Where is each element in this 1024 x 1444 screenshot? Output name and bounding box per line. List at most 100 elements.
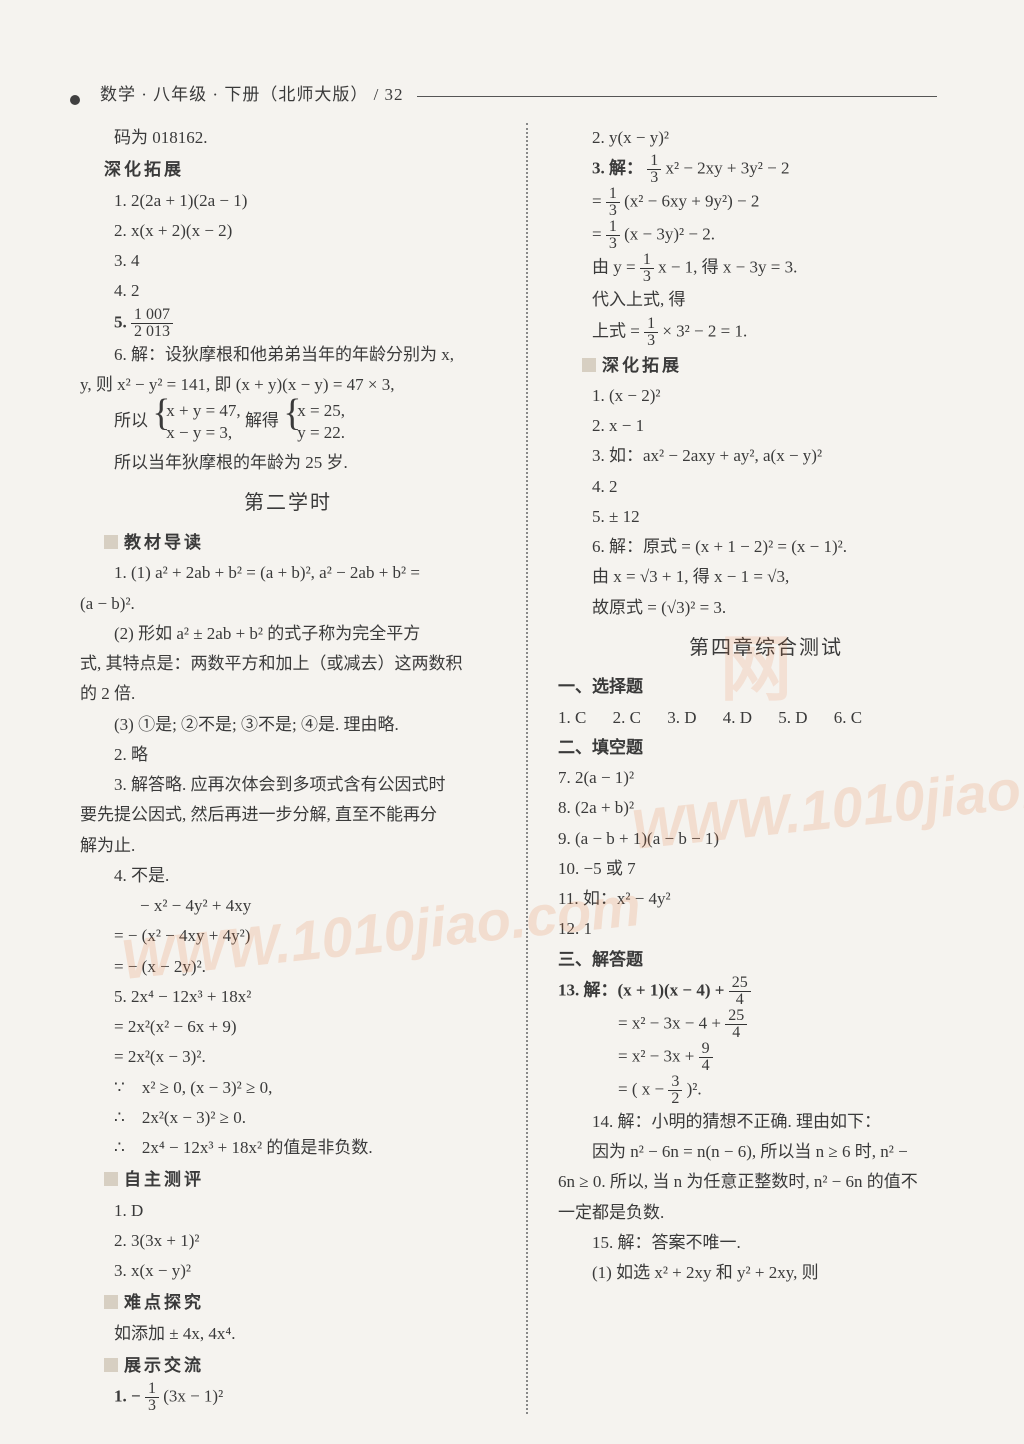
- l-t1b: (a − b)².: [80, 589, 496, 619]
- r-d5: 5. ± 12: [558, 502, 974, 532]
- r-d1: 1. (x − 2)²: [558, 381, 974, 411]
- l-t6c: = − (x − 2y)².: [80, 952, 496, 982]
- r-r3: = 1 3 (x² − 6xy + 9y²) − 2: [558, 186, 974, 219]
- l-t4: 2. 略: [80, 740, 496, 770]
- l-sys2: x = 25, y = 22.: [283, 400, 345, 444]
- r-r5-num: 1: [640, 252, 654, 269]
- l-t5c: 解为止.: [80, 831, 496, 861]
- watermark-cn-1: 网: [720, 610, 792, 715]
- r-a13d: = ( x − 3 2 )².: [558, 1074, 974, 1107]
- l-sh1-num: 1: [145, 1381, 159, 1398]
- l-sys1a: x + y = 47,: [166, 400, 240, 422]
- l-h1: 如添加 ± 4x, 4x⁴.: [80, 1319, 496, 1349]
- l-d4: 4. 2: [80, 276, 496, 306]
- content-columns: 码为 018162. 深化拓展 1. 2(2a + 1)(2a − 1) 2. …: [80, 123, 974, 1414]
- sec-fill: 二、填空题: [558, 733, 974, 763]
- r-d6a: 6. 解：原式 = (x + 1 − 2)² = (x − 1)².: [558, 532, 974, 562]
- column-divider: [526, 123, 528, 1414]
- mc-3: 3. D: [667, 703, 696, 733]
- r-f11: 11. 如：x² − 4y²: [558, 884, 974, 914]
- sec-hard: 难点探究: [80, 1288, 496, 1318]
- r-r2-tail: x² − 2xy + 3y² − 2: [666, 159, 790, 178]
- r-a13b-num: 25: [725, 1008, 747, 1025]
- l-d6-end: 所以当年狄摩根的年龄为 25 岁.: [80, 448, 496, 478]
- sec-textbook: 教材导读: [80, 528, 496, 558]
- r-r7-frac: 1 3: [644, 316, 658, 349]
- r-d6b: 由 x = √3 + 1, 得 x − 1 = √3,: [558, 562, 974, 592]
- r-r7-den: 3: [644, 333, 658, 349]
- r-r6: 代入上式, 得: [558, 285, 974, 315]
- r-a14b: 因为 n² − 6n = n(n − 6), 所以当 n ≥ 6 时, n² −: [558, 1137, 974, 1167]
- l-d2: 2. x(x + 2)(x − 2): [80, 216, 496, 246]
- r-a13d-frac: 3 2: [668, 1074, 682, 1107]
- sec-self: 自主测评: [80, 1165, 496, 1195]
- r-r4-pre: =: [592, 225, 606, 244]
- r-r2-den: 3: [647, 170, 661, 186]
- l-d5-den: 2 013: [131, 324, 173, 340]
- l-t7c: ∵ x² ≥ 0, (x − 3)² ≥ 0,: [80, 1073, 496, 1103]
- page-header: 数学 · 八年级 · 下册（北师大版） / 32: [80, 80, 974, 123]
- l-t6b: = − (x² − 4xy + 4y²): [80, 921, 496, 951]
- mc-1: 1. C: [558, 703, 586, 733]
- l-d5-label: 5.: [114, 312, 127, 331]
- r-r5-den: 3: [640, 269, 654, 285]
- l-t6a: − x² − 4y² + 4xy: [80, 891, 496, 921]
- r-r7-pre: 上式 =: [592, 321, 644, 340]
- header-rule: [417, 96, 937, 97]
- r-r2-num: 1: [647, 153, 661, 170]
- r-a13-frac: 25 4: [729, 975, 751, 1008]
- r-r5-frac: 1 3: [640, 252, 654, 285]
- r-r2-frac: 1 3: [647, 153, 661, 186]
- l-d3: 3. 4: [80, 246, 496, 276]
- r-r4-den: 3: [606, 236, 620, 252]
- r-f10: 10. −5 或 7: [558, 854, 974, 884]
- r-a13d-tail: )².: [687, 1079, 702, 1098]
- r-a15b: (1) 如选 x² + 2xy 和 y² + 2xy, 则: [558, 1258, 974, 1288]
- r-a13c-pre: = x² − 3x +: [618, 1046, 699, 1065]
- r-r2-label: 3. 解：: [592, 159, 643, 178]
- r-r4-frac: 1 3: [606, 219, 620, 252]
- r-a14c: 6n ≥ 0. 所以, 当 n 为任意正整数时, n² − 6n 的值不: [558, 1167, 974, 1197]
- l-s1: 1. D: [80, 1196, 496, 1226]
- l-sys1: x + y = 47, x − y = 3,: [152, 400, 240, 444]
- l-d6c-pre: 所以: [114, 411, 148, 430]
- r-f12: 12. 1: [558, 914, 974, 944]
- r-r5-pre: 由 y =: [592, 258, 640, 277]
- r-a13b: = x² − 3x − 4 + 25 4: [558, 1008, 974, 1041]
- r-r7-tail: × 3² − 2 = 1.: [662, 321, 747, 340]
- r-r7-num: 1: [644, 316, 658, 333]
- l-t5b: 要先提公因式, 然后再进一步分解, 直至不能再分: [80, 800, 496, 830]
- r-r2: 3. 解： 1 3 x² − 2xy + 3y² − 2: [558, 153, 974, 186]
- l-t7a: = 2x²(x² − 6x + 9): [80, 1012, 496, 1042]
- r-r4: = 1 3 (x − 3y)² − 2.: [558, 219, 974, 252]
- l-sys1b: x − y = 3,: [166, 422, 240, 444]
- r-r7: 上式 = 1 3 × 3² − 2 = 1.: [558, 316, 974, 349]
- mc-2: 2. C: [613, 703, 641, 733]
- r-a13d-den: 2: [668, 1091, 682, 1107]
- l-t7e: ∴ 2x⁴ − 12x³ + 18x² 的值是非负数.: [80, 1133, 496, 1163]
- l-t1: 1. (1) a² + 2ab + b² = (a + b)², a² − 2a…: [80, 558, 496, 588]
- l-d1: 1. 2(2a + 1)(2a − 1): [80, 186, 496, 216]
- r-r4-tail: (x − 3y)² − 2.: [624, 225, 715, 244]
- r-a13: 13. 解：(x + 1)(x − 4) + 25 4: [558, 975, 974, 1008]
- l-d5-num: 1 007: [131, 307, 173, 324]
- l-sh1-den: 3: [145, 1398, 159, 1414]
- r-a13c-num: 9: [699, 1041, 713, 1058]
- l-t2c: 的 2 倍.: [80, 679, 496, 709]
- l-t3: (3) ①是; ②不是; ③不是; ④是. 理由略.: [80, 710, 496, 740]
- code-line: 码为 018162.: [80, 123, 496, 153]
- l-d6-mid: 解得: [245, 411, 279, 430]
- r-d3: 3. 如：ax² − 2axy + ay², a(x − y)²: [558, 441, 974, 471]
- left-column: 码为 018162. 深化拓展 1. 2(2a + 1)(2a − 1) 2. …: [80, 123, 496, 1414]
- r-r3-tail: (x² − 6xy + 9y²) − 2: [624, 192, 759, 211]
- r-r3-den: 3: [606, 203, 620, 219]
- r-a13c-frac: 9 4: [699, 1041, 713, 1074]
- sec-deepen-left: 深化拓展: [80, 155, 496, 185]
- r-a13c: = x² − 3x + 9 4: [558, 1041, 974, 1074]
- r-a13-den: 4: [729, 992, 751, 1008]
- sec-show: 展示交流: [80, 1351, 496, 1381]
- r-f7: 7. 2(a − 1)²: [558, 763, 974, 793]
- r-r3-pre: =: [592, 192, 606, 211]
- l-sh1-tail: (3x − 1)²: [163, 1386, 223, 1405]
- l-s2: 2. 3(3x + 1)²: [80, 1226, 496, 1256]
